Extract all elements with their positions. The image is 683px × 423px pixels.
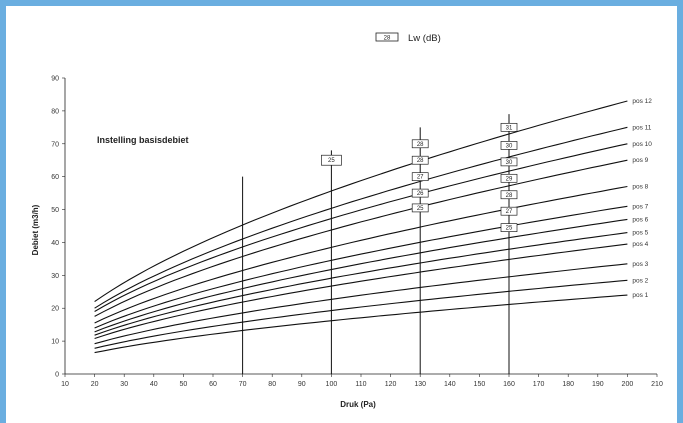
curve-label-pos-2: pos 2: [632, 277, 648, 284]
y-tick-label: 60: [51, 174, 59, 181]
legend-text: Lw (dB): [408, 33, 441, 44]
sound-label-box: [500, 223, 518, 232]
debiet-druk-chart: 10 20 30 40 50 60 70 80 90 100 110 120 130 140 150 160 1…: [31, 32, 663, 409]
x-tick-label: 170: [533, 381, 545, 388]
annotation-instelling: Instelling basisdebiet: [97, 135, 189, 145]
x-tick-label: 20: [91, 381, 99, 388]
y-tick-label: 90: [51, 76, 59, 83]
curve-pos-2: [94, 279, 628, 349]
x-tick-label: 210: [651, 381, 663, 388]
sound-label-text: 25: [506, 226, 513, 232]
curve-label-pos-5: pos 5: [632, 230, 648, 237]
x-tick-label: 30: [120, 381, 128, 388]
y-tick-label: 0: [55, 372, 59, 379]
x-tick-label: 10: [61, 381, 69, 388]
sound-label-box: [500, 173, 518, 183]
sound-label-text: 25: [417, 206, 424, 212]
x-tick-label: 40: [150, 381, 158, 388]
x-tick-label: 90: [298, 381, 306, 388]
curve-pos-4: [94, 243, 628, 340]
sound-label-text: 28: [417, 158, 424, 164]
curve-pos-7: [94, 205, 628, 329]
curve-pos-12: [94, 100, 628, 303]
legend-box: [375, 32, 399, 42]
sound-label-text: 27: [506, 209, 513, 215]
x-tick-label: 190: [592, 381, 604, 388]
sound-label-text: 30: [506, 160, 513, 166]
x-tick-label: 130: [414, 381, 426, 388]
sound-label-box: [500, 206, 518, 216]
legend: 28 Lw (dB): [375, 32, 441, 44]
x-tick-label: 80: [268, 381, 276, 388]
x-tick-label: 160: [503, 381, 515, 388]
y-tick-label: 70: [51, 141, 59, 148]
curve-pos-6: [94, 218, 628, 333]
sound-label-text: 31: [506, 125, 513, 131]
curve-label-pos-6: pos 6: [632, 216, 648, 223]
x-tick-label: 150: [474, 381, 486, 388]
sound-label-box: [500, 141, 518, 150]
sound-label-box: [500, 157, 518, 167]
curve-pos-9: [94, 159, 628, 317]
x-tick-label: 100: [326, 381, 338, 388]
y-tick-label: 80: [51, 108, 59, 115]
y-axis-label: Debiet (m3/h): [31, 204, 40, 255]
curve-label-pos-9: pos 9: [632, 157, 648, 164]
sound-label-box: [411, 139, 429, 149]
curve-label-pos-3: pos 3: [632, 261, 648, 268]
x-tick-label: 60: [209, 381, 217, 388]
y-tick-label: 10: [51, 339, 59, 346]
sound-label-text: 28: [506, 193, 513, 199]
x-tick-label: 110: [355, 381, 366, 388]
x-tick-label: 70: [239, 381, 247, 388]
curve-pos-1: [94, 294, 628, 354]
sound-label-box: [411, 203, 429, 213]
curve-pos-5: [94, 232, 628, 336]
curve-label-pos-10: pos 10: [632, 141, 652, 148]
sound-label-text: 29: [506, 176, 513, 182]
chart-frame: 10 20 30 40 50 60 70 80 90 100 110 120 130 140 150 160 1…: [6, 6, 677, 423]
curve-pos-11: [94, 126, 628, 309]
x-tick-label: 50: [180, 381, 188, 388]
x-tick-label: 180: [562, 381, 574, 388]
sound-label-text: 30: [506, 143, 513, 149]
sound-label-text: 26: [417, 191, 424, 197]
sound-label-box: [411, 155, 429, 165]
curve-label-pos-4: pos 4: [632, 241, 648, 248]
sound-label-box: [411, 172, 429, 182]
curve-label-pos-8: pos 8: [632, 184, 648, 191]
sound-label-text: 27: [417, 175, 424, 181]
sound-label-text: 28: [417, 142, 424, 148]
vertical-lines: [242, 114, 510, 374]
x-tick-label: 120: [385, 381, 397, 388]
curves: pos 1 pos 2 pos 3 pos 4 pos 5 pos 6 pos 7 pos 8…: [94, 98, 652, 354]
y-tick-label: 40: [51, 240, 59, 247]
curve-label-pos-12: pos 12: [632, 98, 652, 105]
x-tick-label: 140: [444, 381, 456, 388]
x-axis-label: Druk (Pa): [340, 400, 376, 409]
y-tick-label: 20: [51, 306, 59, 313]
sound-label-box: [411, 188, 429, 198]
sound-label-box: [500, 122, 518, 132]
curve-label-pos-1: pos 1: [632, 292, 648, 299]
sound-label-text: 25: [328, 158, 335, 164]
y-tick-label: 30: [51, 273, 59, 280]
x-tick-label: 200: [622, 381, 634, 388]
legend-box-text: 28: [384, 36, 391, 42]
y-tick-label: 50: [51, 207, 59, 214]
sound-label-box: [321, 154, 342, 166]
curve-pos-8: [94, 185, 628, 324]
curve-pos-3: [94, 263, 628, 345]
curve-label-pos-11: pos 11: [632, 124, 651, 131]
sound-label-box: [500, 190, 518, 200]
axes: 10 20 30 40 50 60 70 80 90 100 110 120 130 140 150 160 1…: [51, 76, 663, 389]
sound-labels: 25 28 28 27 26 25 31 30 30 29 28 27 25: [321, 122, 518, 232]
curve-label-pos-7: pos 7: [632, 203, 648, 210]
curve-pos-10: [94, 143, 628, 312]
